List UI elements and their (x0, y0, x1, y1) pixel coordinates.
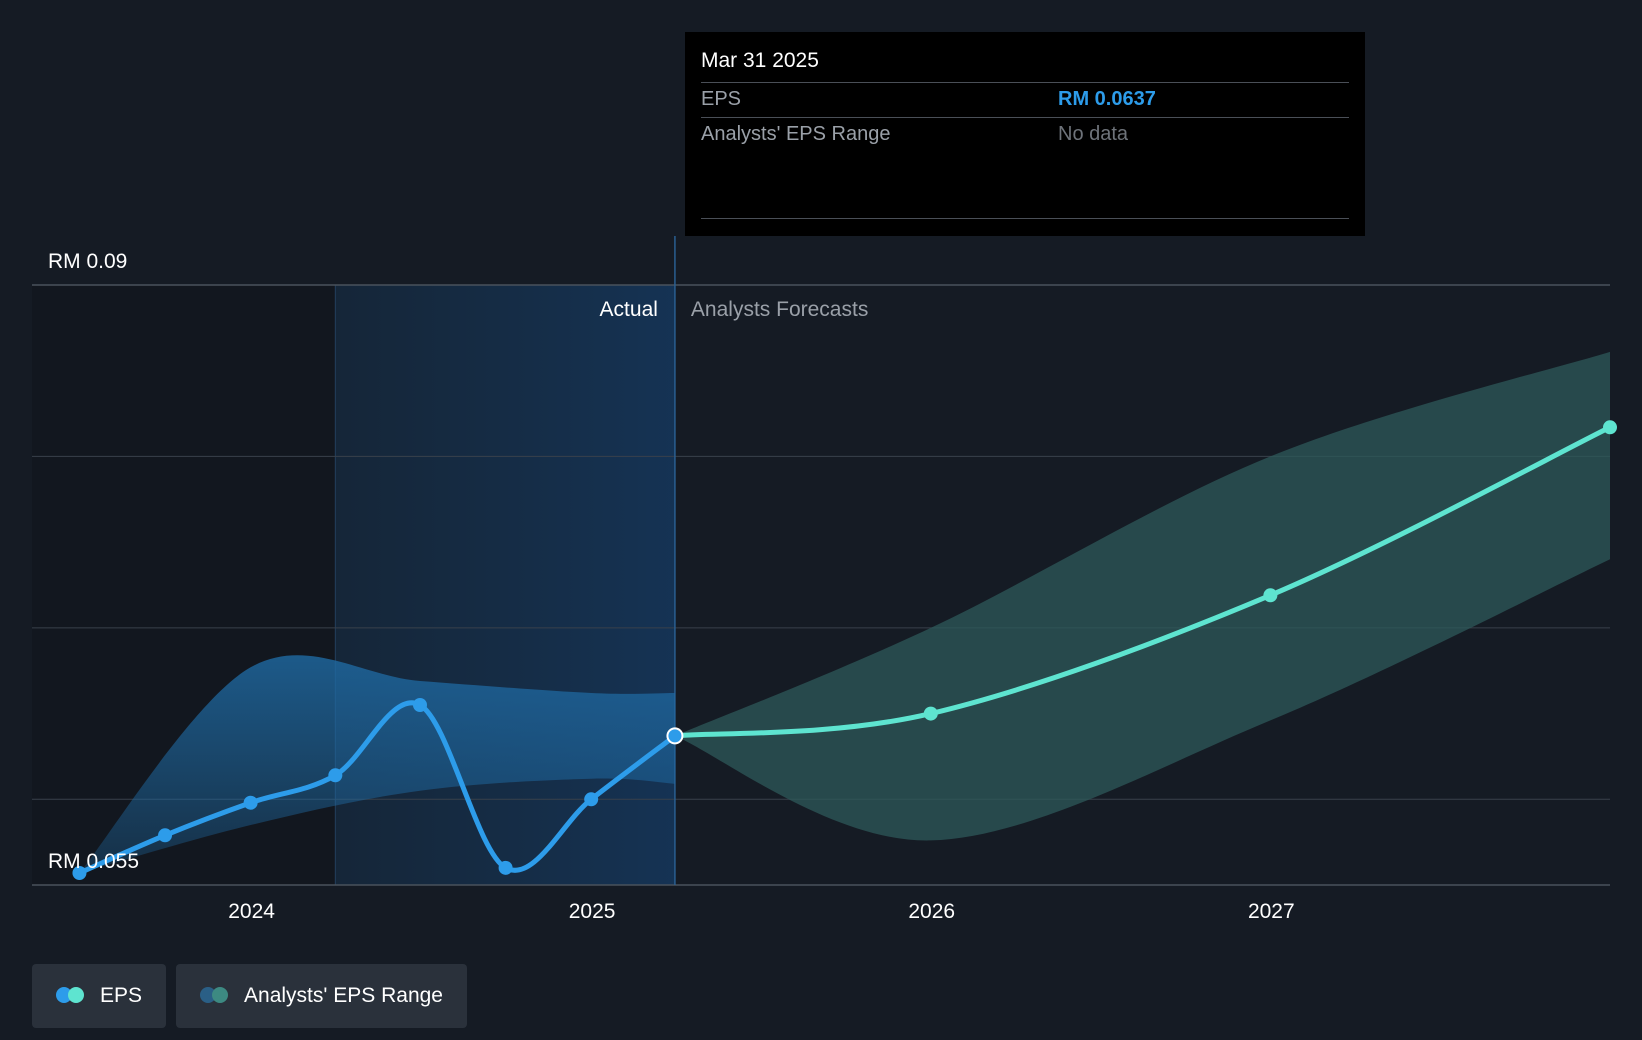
tooltip-divider (701, 218, 1349, 219)
actual-range-band (79, 655, 675, 873)
eps-actual-point (72, 866, 87, 880)
tooltip-eps-label: EPS (701, 88, 742, 110)
eps-forecast-point (1603, 420, 1617, 435)
actual-label: Actual (600, 298, 658, 321)
legend-label-range: Analysts' EPS Range (244, 984, 443, 1007)
x-tick-label: 2025 (569, 900, 616, 923)
tooltip-row-eps: EPS RM 0.0637 (701, 83, 1349, 118)
eps-actual-point (412, 698, 427, 712)
eps-actual-point (243, 795, 258, 810)
legend-label-eps: EPS (100, 984, 143, 1007)
x-tick-label: 2024 (228, 900, 275, 923)
eps-actual-point (158, 828, 173, 843)
tooltip-date: Mar 31 2025 (701, 46, 1349, 83)
eps-actual-point (498, 860, 513, 875)
eps-actual-point (666, 727, 684, 745)
x-tick-label: 2027 (1248, 900, 1295, 923)
forecast-label: Analysts Forecasts (691, 298, 868, 321)
eps-actual-point (584, 792, 599, 807)
range-legend-icon (200, 987, 230, 1005)
y-tick-label-top: RM 0.09 (48, 250, 127, 273)
eps-actual-line (76, 700, 678, 876)
forecast-range-band (674, 351, 1610, 841)
tooltip-range-value: No data (1058, 123, 1129, 145)
y-tick-label-bottom: RM 0.055 (48, 850, 139, 873)
tooltip-range-label: Analysts' EPS Range (701, 123, 891, 145)
legend-item-eps[interactable]: EPS (32, 964, 167, 1028)
tooltip-eps-value: RM 0.0637 (1058, 88, 1156, 110)
legend: EPS Analysts' EPS Range (32, 964, 467, 1028)
eps-forecast-line (672, 424, 1613, 739)
eps-legend-icon (56, 987, 86, 1005)
eps-forecast-point (1263, 588, 1278, 603)
tooltip-row-range: Analysts' EPS Range No data (701, 118, 1349, 152)
eps-actual-point (328, 768, 343, 783)
tooltip: Mar 31 2025 EPS RM 0.0637 Analysts' EPS … (685, 32, 1365, 236)
legend-item-range[interactable]: Analysts' EPS Range (176, 964, 467, 1028)
eps-forecast-point (923, 706, 938, 721)
x-tick-label: 2026 (908, 900, 955, 923)
